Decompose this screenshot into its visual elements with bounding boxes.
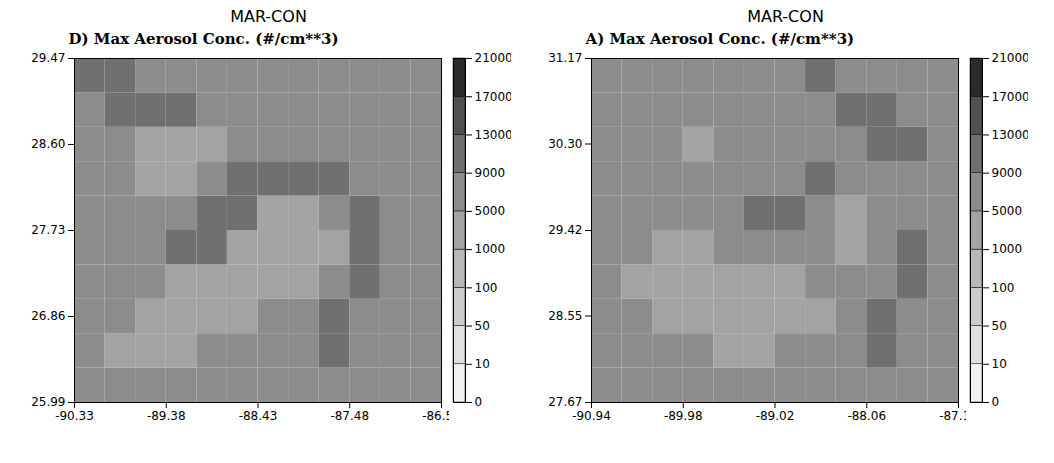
svg-text:0: 0 [991, 395, 999, 409]
svg-text:50: 50 [991, 319, 1006, 333]
svg-text:1000: 1000 [474, 242, 505, 256]
svg-text:-87.10: -87.10 [939, 409, 966, 423]
svg-text:13000: 13000 [474, 128, 511, 142]
svg-text:-90.94: -90.94 [572, 409, 611, 423]
svg-text:-86.53: -86.53 [422, 409, 449, 423]
svg-text:-90.33: -90.33 [55, 409, 94, 423]
svg-text:29.47: 29.47 [31, 51, 65, 65]
svg-text:25.99: 25.99 [31, 395, 65, 409]
svg-text:-89.38: -89.38 [146, 409, 185, 423]
html-text:A) Max Aerosol Conc. (#/cm**3): A) Max Aerosol Conc. (#/cm**3) [585, 30, 855, 48]
svg-text:26.86: 26.86 [31, 309, 65, 323]
html-text:D) Max Aerosol Conc. (#/cm**3): D) Max Aerosol Conc. (#/cm**3) [68, 30, 339, 48]
svg-text:-87.48: -87.48 [330, 409, 369, 423]
svg-text:21000: 21000 [474, 51, 511, 65]
svg-text:17000: 17000 [991, 90, 1028, 104]
svg-text:17000: 17000 [474, 90, 511, 104]
svg-text:27.67: 27.67 [548, 395, 582, 409]
svg-text:31.17: 31.17 [548, 51, 582, 65]
svg-text:30.30: 30.30 [548, 137, 582, 151]
svg-text:10: 10 [474, 357, 489, 371]
svg-text:21000: 21000 [991, 51, 1028, 65]
svg-text:50: 50 [474, 319, 489, 333]
svg-text:28.55: 28.55 [548, 309, 582, 323]
svg-text:29.42: 29.42 [548, 223, 582, 237]
svg-text:5000: 5000 [474, 204, 505, 218]
svg-text:9000: 9000 [474, 166, 505, 180]
svg-text:27.73: 27.73 [31, 223, 65, 237]
html-text:MAR-CON: MAR-CON [747, 7, 824, 26]
svg-text:-88.43: -88.43 [238, 409, 277, 423]
svg-text:28.60: 28.60 [31, 137, 65, 151]
svg-text:-89.98: -89.98 [663, 409, 702, 423]
svg-text:-89.02: -89.02 [755, 409, 794, 423]
svg-text:1000: 1000 [991, 242, 1022, 256]
svg-text:-88.06: -88.06 [847, 409, 886, 423]
svg-text:13000: 13000 [991, 128, 1028, 142]
svg-text:100: 100 [474, 281, 497, 295]
svg-text:9000: 9000 [991, 166, 1022, 180]
svg-text:5000: 5000 [991, 204, 1022, 218]
html-text:MAR-CON: MAR-CON [230, 7, 307, 26]
svg-text:0: 0 [474, 395, 482, 409]
svg-text:100: 100 [991, 281, 1014, 295]
svg-text:10: 10 [991, 357, 1006, 371]
